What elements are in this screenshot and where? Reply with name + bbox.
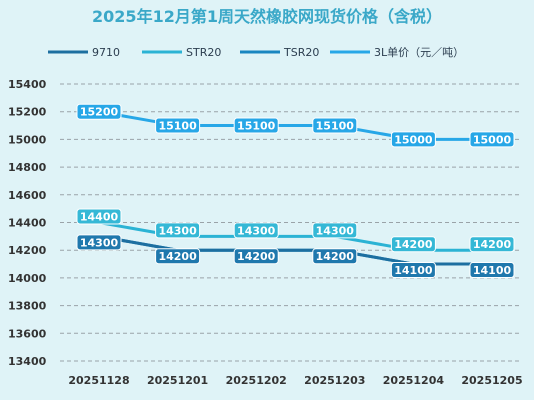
data-label: 14100 <box>473 264 512 277</box>
data-label-box <box>233 222 279 239</box>
y-tick-label: 15400 <box>8 78 47 91</box>
x-tick-label: 20251203 <box>304 374 365 387</box>
x-tick-label: 20251202 <box>226 374 287 387</box>
legend-label: TSR20 <box>283 46 319 59</box>
data-label-box <box>312 222 358 239</box>
data-label-box <box>469 131 515 148</box>
y-tick-label: 14400 <box>8 217 47 230</box>
y-tick-label: 14600 <box>8 189 47 202</box>
data-label: 14100 <box>394 264 433 277</box>
chart-title: 2025年12月第1周天然橡胶网现货价格（含税） <box>92 7 442 26</box>
data-label: 14200 <box>394 238 433 251</box>
data-label-box <box>155 222 201 239</box>
legend-label: 3L单价（元／吨） <box>374 46 464 59</box>
y-tick-label: 14800 <box>8 161 47 174</box>
x-tick-label: 20251204 <box>383 374 445 387</box>
y-tick-label: 13400 <box>8 355 47 368</box>
data-label-box <box>233 117 279 134</box>
data-label-box <box>469 262 515 279</box>
data-labels: 15200 15100 15100 15100 15000 15000 14400 14300… <box>76 103 515 279</box>
y-tick-label: 13600 <box>8 327 47 340</box>
data-label: 14200 <box>158 250 197 263</box>
data-label: 15100 <box>316 120 355 133</box>
data-label-box <box>390 236 436 253</box>
data-label: 15000 <box>473 133 512 146</box>
y-axis: 15400 15200 15000 14800 14600 14400 14200 14000… <box>8 78 47 368</box>
data-label: 14200 <box>473 238 512 251</box>
x-axis: 20251128 20251201 20251202 20251203 20251204… <box>68 374 522 387</box>
x-tick-label: 20251205 <box>461 374 522 387</box>
data-label: 15100 <box>158 120 197 133</box>
data-label-box <box>469 236 515 253</box>
data-label: 14300 <box>237 224 276 237</box>
x-tick-label: 20251201 <box>147 374 208 387</box>
data-label: 14200 <box>316 250 355 263</box>
data-label-box <box>390 131 436 148</box>
data-label-box <box>76 234 122 251</box>
data-label: 14300 <box>316 224 355 237</box>
legend-label: STR20 <box>186 46 221 59</box>
data-label: 15200 <box>80 106 119 119</box>
data-label: 14300 <box>80 236 119 249</box>
data-label: 14300 <box>158 224 197 237</box>
data-label: 14400 <box>80 211 119 224</box>
data-label-box <box>76 103 122 120</box>
legend: 9710 STR20 TSR20 3L单价（元／吨） <box>48 46 464 59</box>
data-label: 15100 <box>237 120 276 133</box>
x-tick-label: 20251128 <box>68 374 129 387</box>
y-tick-label: 13800 <box>8 300 47 313</box>
y-tick-label: 14000 <box>8 272 47 285</box>
y-tick-label: 15000 <box>8 133 47 146</box>
y-tick-label: 15200 <box>8 106 47 119</box>
y-tick-label: 14200 <box>8 244 47 257</box>
legend-label: 9710 <box>92 46 120 59</box>
data-label-box <box>390 262 436 279</box>
data-label: 14200 <box>237 250 276 263</box>
data-label-box <box>76 208 122 225</box>
data-label-box <box>312 248 358 265</box>
data-label-box <box>233 248 279 265</box>
data-label-box <box>155 248 201 265</box>
data-label-box <box>155 117 201 134</box>
data-label: 15000 <box>394 133 433 146</box>
data-label-box <box>312 117 358 134</box>
